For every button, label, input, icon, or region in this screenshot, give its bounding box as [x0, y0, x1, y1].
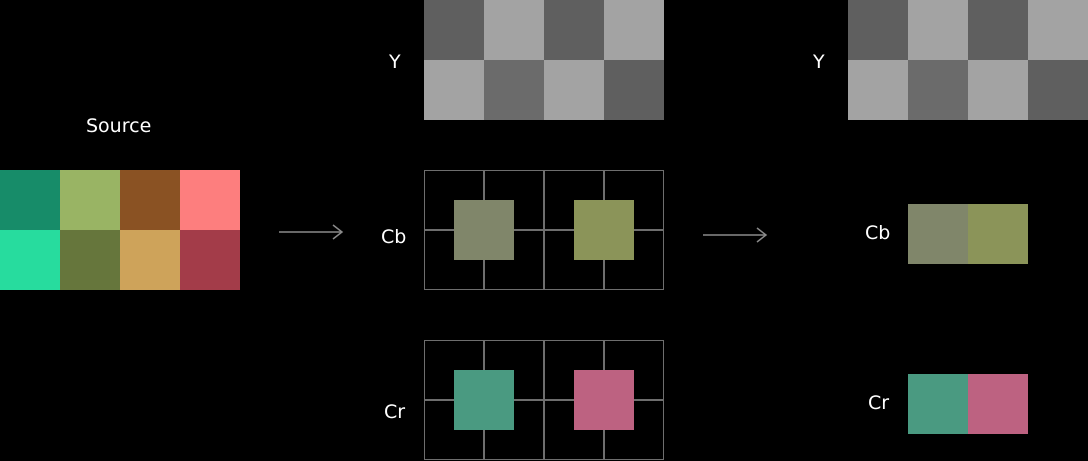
cr-grid: [424, 340, 664, 460]
y-label: Y: [813, 51, 825, 73]
source-pixel: [180, 230, 240, 290]
cr-sample: [574, 370, 634, 430]
source-pixel: [120, 230, 180, 290]
cb-sample: [908, 204, 968, 264]
grid-line: [424, 399, 664, 401]
source-pixel: [0, 230, 60, 290]
source-grid: [0, 170, 240, 290]
y-label: Y: [389, 51, 401, 73]
cr-sample: [454, 370, 514, 430]
luma-pixel: [1028, 60, 1088, 120]
source-pixel: [120, 170, 180, 230]
luma-pixel: [544, 60, 604, 120]
cr-sample: [968, 374, 1028, 434]
source-pixel: [180, 170, 240, 230]
luma-pixel: [544, 0, 604, 60]
luma-pixel: [908, 0, 968, 60]
arrow-right-icon: [703, 227, 768, 243]
arrow-right-icon: [279, 224, 344, 240]
cb-sample: [454, 200, 514, 260]
cb-sample: [968, 204, 1028, 264]
source-pixel: [60, 170, 120, 230]
cr-sample: [908, 374, 968, 434]
luma-pixel: [968, 60, 1028, 120]
y-grid: [424, 0, 664, 120]
cb-grid: [424, 170, 664, 290]
cr-label: Cr: [868, 392, 890, 414]
luma-pixel: [848, 0, 908, 60]
luma-pixel: [484, 0, 544, 60]
subsampled-cb-row: [908, 204, 1028, 264]
cr-label: Cr: [384, 401, 406, 423]
cb-label: Cb: [381, 226, 407, 248]
luma-pixel: [424, 0, 484, 60]
source-pixel: [60, 230, 120, 290]
luma-pixel: [424, 60, 484, 120]
luma-pixel: [968, 0, 1028, 60]
source-pixel: [0, 170, 60, 230]
luma-pixel: [1028, 0, 1088, 60]
luma-pixel: [848, 60, 908, 120]
subsampled-y-grid: [848, 0, 1088, 120]
subsampled-cr-row: [908, 374, 1028, 434]
source-label: Source: [86, 115, 152, 137]
luma-pixel: [604, 60, 664, 120]
grid-line: [424, 229, 664, 231]
cb-label: Cb: [865, 222, 891, 244]
luma-pixel: [908, 60, 968, 120]
cb-sample: [574, 200, 634, 260]
luma-pixel: [484, 60, 544, 120]
luma-pixel: [604, 0, 664, 60]
